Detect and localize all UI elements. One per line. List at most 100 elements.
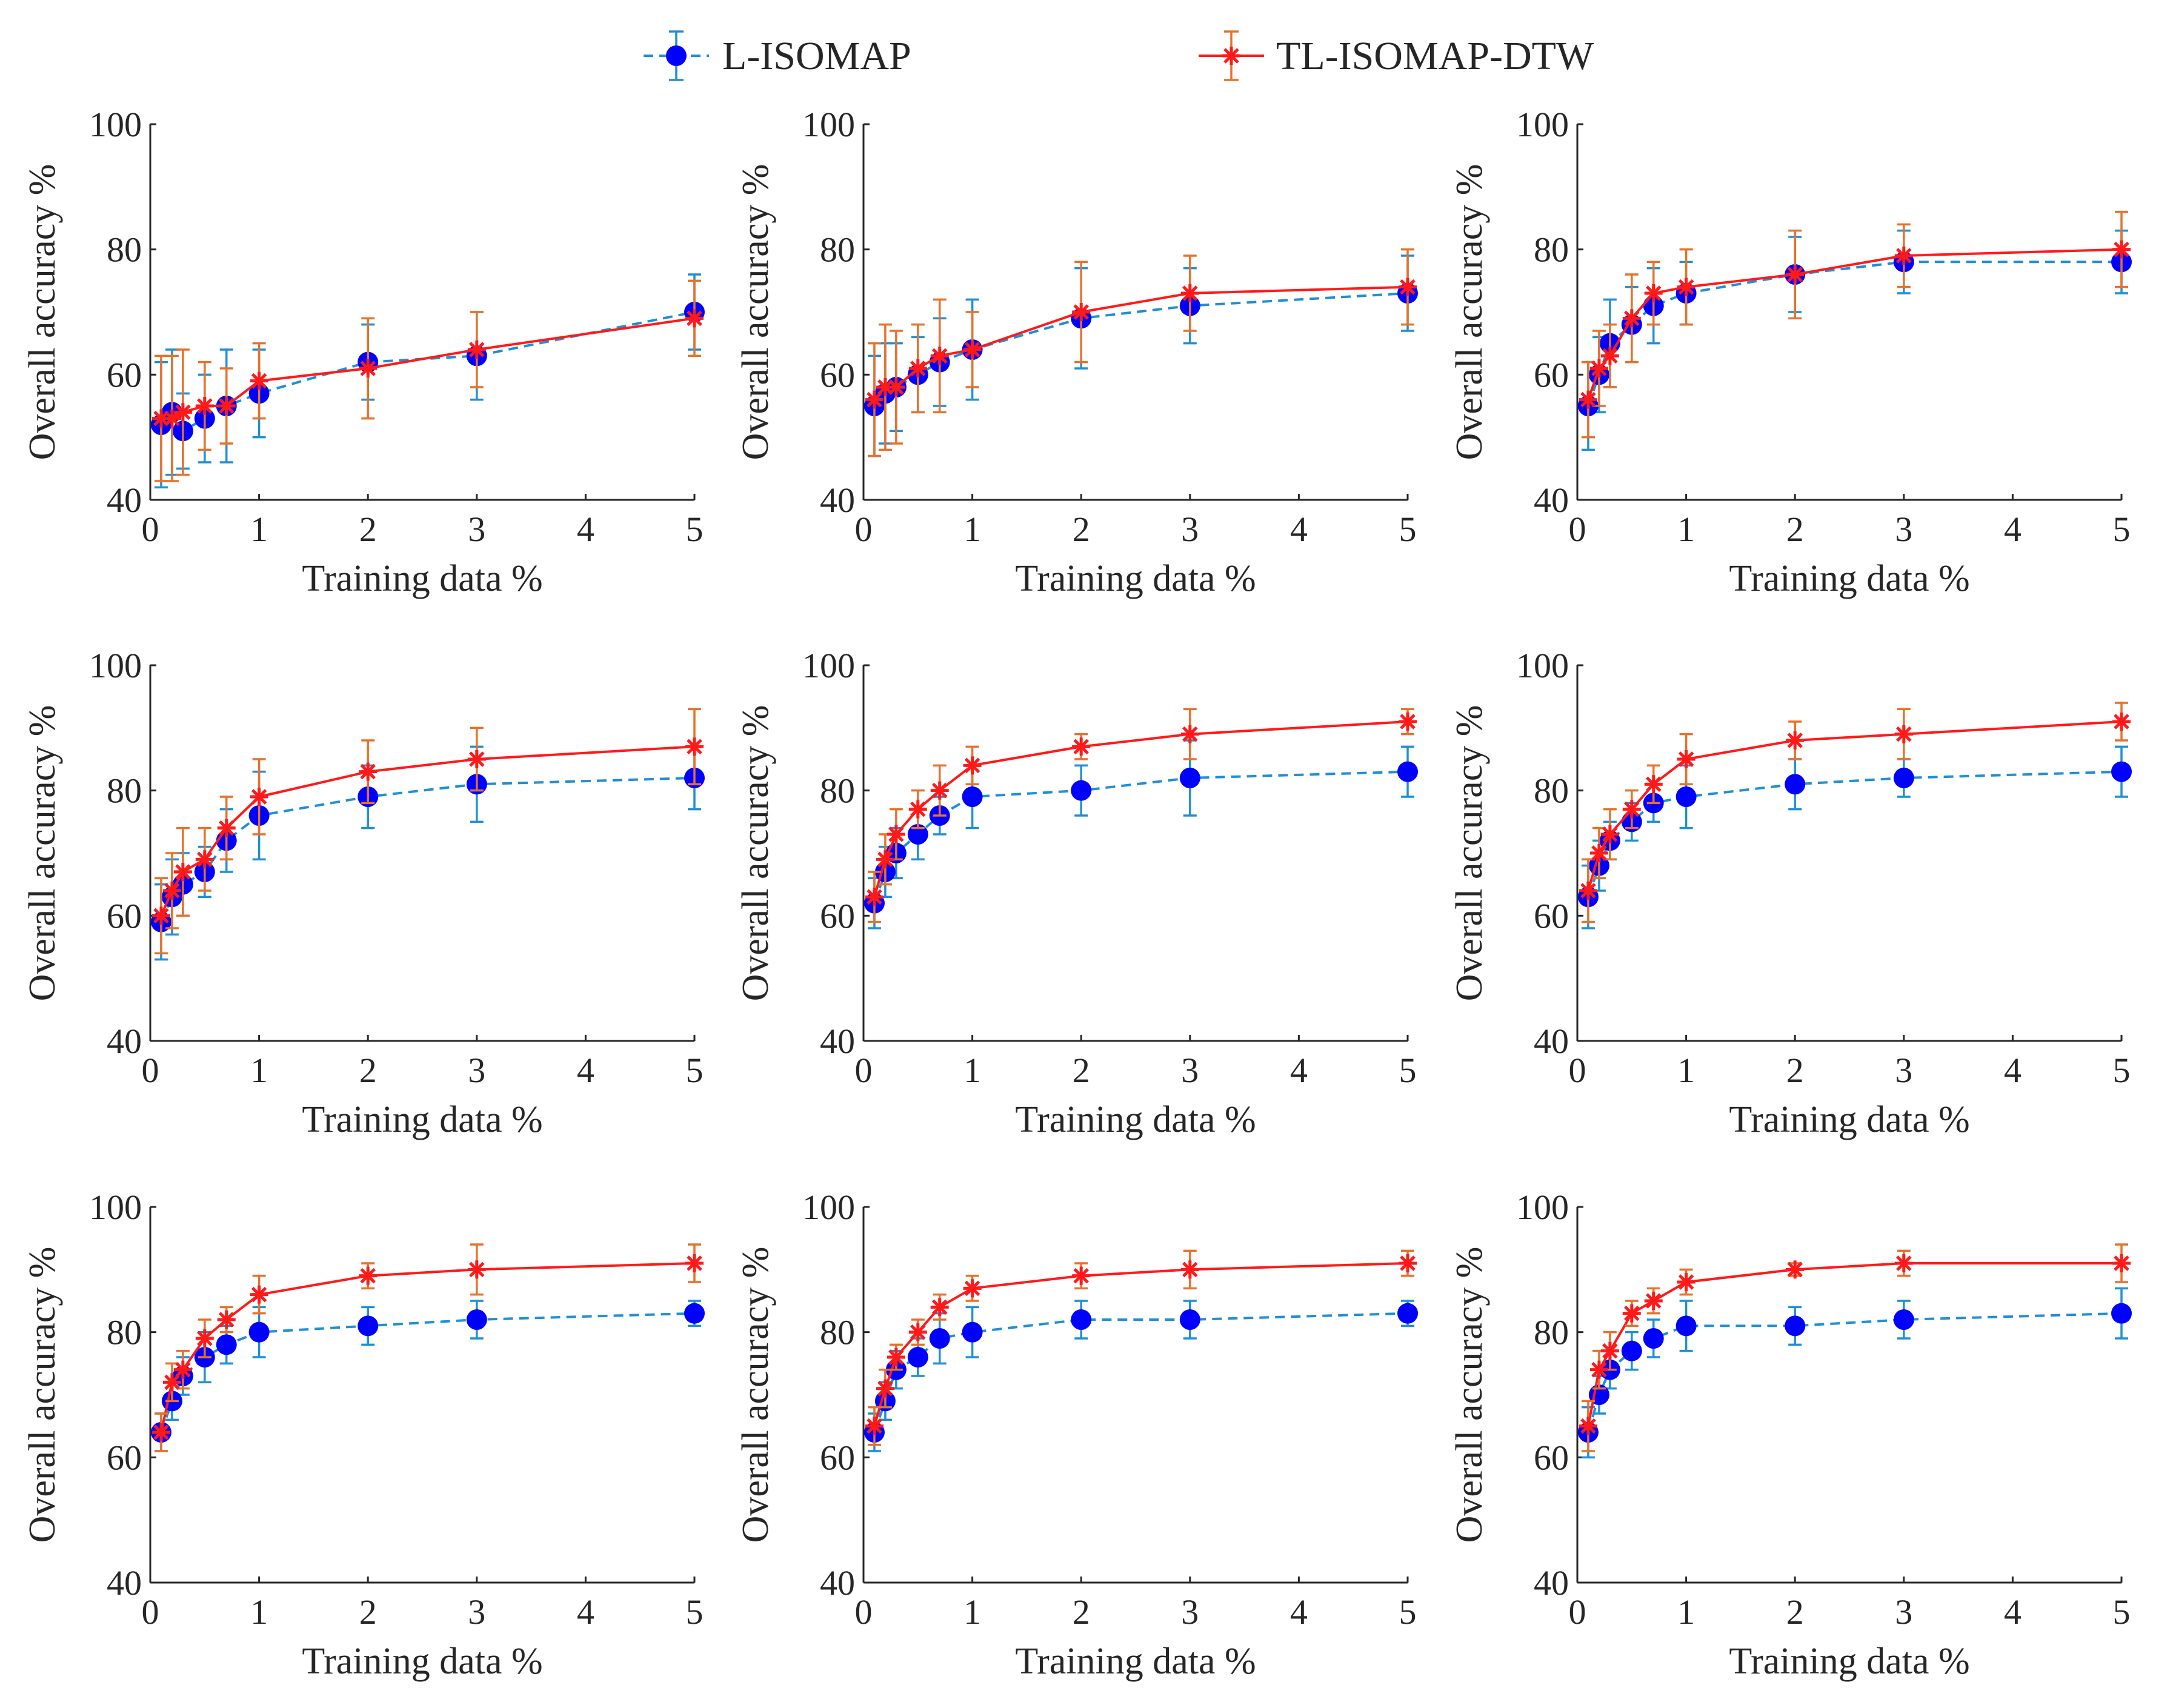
- series-tl-isomap-dtw: [151, 708, 704, 955]
- y-tick-label: 80: [1534, 771, 1569, 811]
- x-tick-label: 1: [1677, 1592, 1695, 1632]
- marker-stroke: [1896, 726, 1912, 742]
- x-tick-label: 3: [468, 1592, 485, 1632]
- marker-stroke: [218, 820, 235, 836]
- data-point: [1644, 284, 1663, 302]
- y-axis-title: Overall accuracy %: [1449, 705, 1490, 1002]
- y-tick-label: 80: [1534, 1313, 1569, 1352]
- subplot-5: 0 1 2 3 4 5 40 60 80 100 Training data % Overall ac…: [735, 646, 1418, 1140]
- y-tick-label: 60: [107, 896, 142, 935]
- marker-stroke: [1678, 279, 1694, 295]
- y-tick-label: 40: [1534, 1022, 1569, 1061]
- marker-stroke: [1580, 391, 1596, 408]
- x-tick-label: 2: [1786, 1051, 1804, 1090]
- y-axis-title: Overall accuracy %: [1449, 1247, 1490, 1543]
- x-tick-label: 2: [359, 510, 377, 549]
- data-point: [1399, 277, 1417, 296]
- data-point: [685, 309, 704, 328]
- data-point: [930, 1298, 949, 1317]
- y-tick-label: 60: [1534, 355, 1569, 394]
- data-point: [359, 1266, 378, 1285]
- y-tick-label: 40: [1534, 1563, 1569, 1603]
- data-point: [1894, 247, 1913, 265]
- y-tick-label: 40: [820, 1563, 855, 1603]
- marker-stroke: [931, 782, 948, 799]
- marker-stroke: [175, 864, 191, 880]
- data-point: [1180, 725, 1199, 743]
- marker-stroke: [1624, 801, 1640, 817]
- data-point: [467, 1260, 486, 1279]
- marker-stroke: [360, 361, 376, 376]
- x-tick-label: 5: [686, 510, 704, 549]
- x-tick-label: 5: [2113, 1592, 2131, 1632]
- marker-stroke: [1591, 845, 1607, 861]
- data-point: [865, 1417, 884, 1435]
- x-tick-label: 5: [2113, 1051, 2131, 1090]
- marker-stroke: [931, 1299, 948, 1315]
- data-point: [887, 1348, 905, 1366]
- y-tick-label: 80: [1534, 230, 1569, 270]
- marker-stroke: [360, 1268, 376, 1284]
- data-point: [929, 1328, 950, 1349]
- marker-stroke: [1591, 361, 1607, 376]
- x-tick-label: 2: [1073, 510, 1090, 549]
- y-axis-title: Overall accuracy %: [22, 1247, 63, 1543]
- data-point: [907, 1347, 928, 1367]
- y-tick-label: 60: [1534, 1438, 1569, 1477]
- data-point: [2112, 713, 2131, 731]
- y-tick-label: 100: [1516, 105, 1569, 144]
- marker-stroke: [1645, 285, 1662, 301]
- y-tick-label: 40: [107, 480, 142, 520]
- data-point: [467, 341, 486, 359]
- marker-stroke: [197, 851, 213, 868]
- y-tick-label: 100: [802, 1188, 855, 1227]
- data-point: [1397, 1303, 1418, 1324]
- legend-label-l-isomap: L-ISOMAP: [722, 34, 911, 78]
- data-point: [1786, 1260, 1805, 1279]
- data-point: [216, 1334, 237, 1355]
- series-tl-isomap-dtw: [865, 1249, 1417, 1446]
- x-tick-label: 2: [1786, 1592, 1804, 1632]
- marker-stroke: [877, 1380, 893, 1397]
- data-point: [1785, 774, 1806, 795]
- marker-stroke: [1602, 826, 1618, 842]
- series-tl-isomap-dtw: [1579, 210, 2131, 439]
- y-tick-label: 40: [820, 480, 855, 520]
- marker-stroke: [2114, 241, 2129, 258]
- y-tick-label: 60: [107, 1438, 142, 1477]
- marker-stroke: [1073, 304, 1089, 320]
- y-tick-label: 100: [89, 1188, 142, 1227]
- y-axis-title: Overall accuracy %: [735, 164, 776, 460]
- x-tick-label: 3: [1181, 1051, 1199, 1090]
- data-point: [1893, 768, 1914, 788]
- x-tick-label: 1: [250, 510, 268, 549]
- marker-stroke: [867, 889, 882, 905]
- marker-stroke: [1678, 1274, 1694, 1290]
- data-point: [1072, 1266, 1091, 1285]
- legend-entry-tl-isomap-dtw: TL-ISOMAP-DTW: [1199, 30, 1594, 81]
- x-tick-label: 1: [1677, 1051, 1695, 1090]
- data-point: [1677, 1273, 1695, 1291]
- data-point: [1622, 309, 1641, 328]
- data-point: [1179, 1309, 1200, 1330]
- y-tick-label: 60: [1534, 896, 1569, 935]
- marker-stroke: [1787, 1261, 1803, 1278]
- marker-stroke: [197, 398, 213, 414]
- marker-stroke: [164, 1374, 180, 1391]
- x-tick-label: 3: [1895, 510, 1912, 549]
- y-tick-label: 40: [1534, 480, 1569, 520]
- marker-stroke: [1580, 1418, 1596, 1434]
- x-tick-label: 0: [142, 1592, 159, 1632]
- marker-stroke: [888, 379, 904, 395]
- data-point: [685, 1254, 704, 1272]
- subplot-3: 0 1 2 3 4 5 40 60 80 100 Training data % Overall ac…: [1449, 105, 2132, 599]
- series-line: [873, 1312, 1408, 1433]
- subplot-2: 0 1 2 3 4 5 40 60 80 100 Training data % Overall ac…: [735, 105, 1418, 599]
- x-tick-label: 2: [1786, 510, 1804, 549]
- series-l-isomap: [1577, 1287, 2132, 1459]
- marker-stroke: [1400, 714, 1416, 729]
- y-tick-label: 80: [107, 771, 142, 811]
- x-tick-label: 0: [855, 1592, 873, 1632]
- marker-stroke: [910, 361, 926, 376]
